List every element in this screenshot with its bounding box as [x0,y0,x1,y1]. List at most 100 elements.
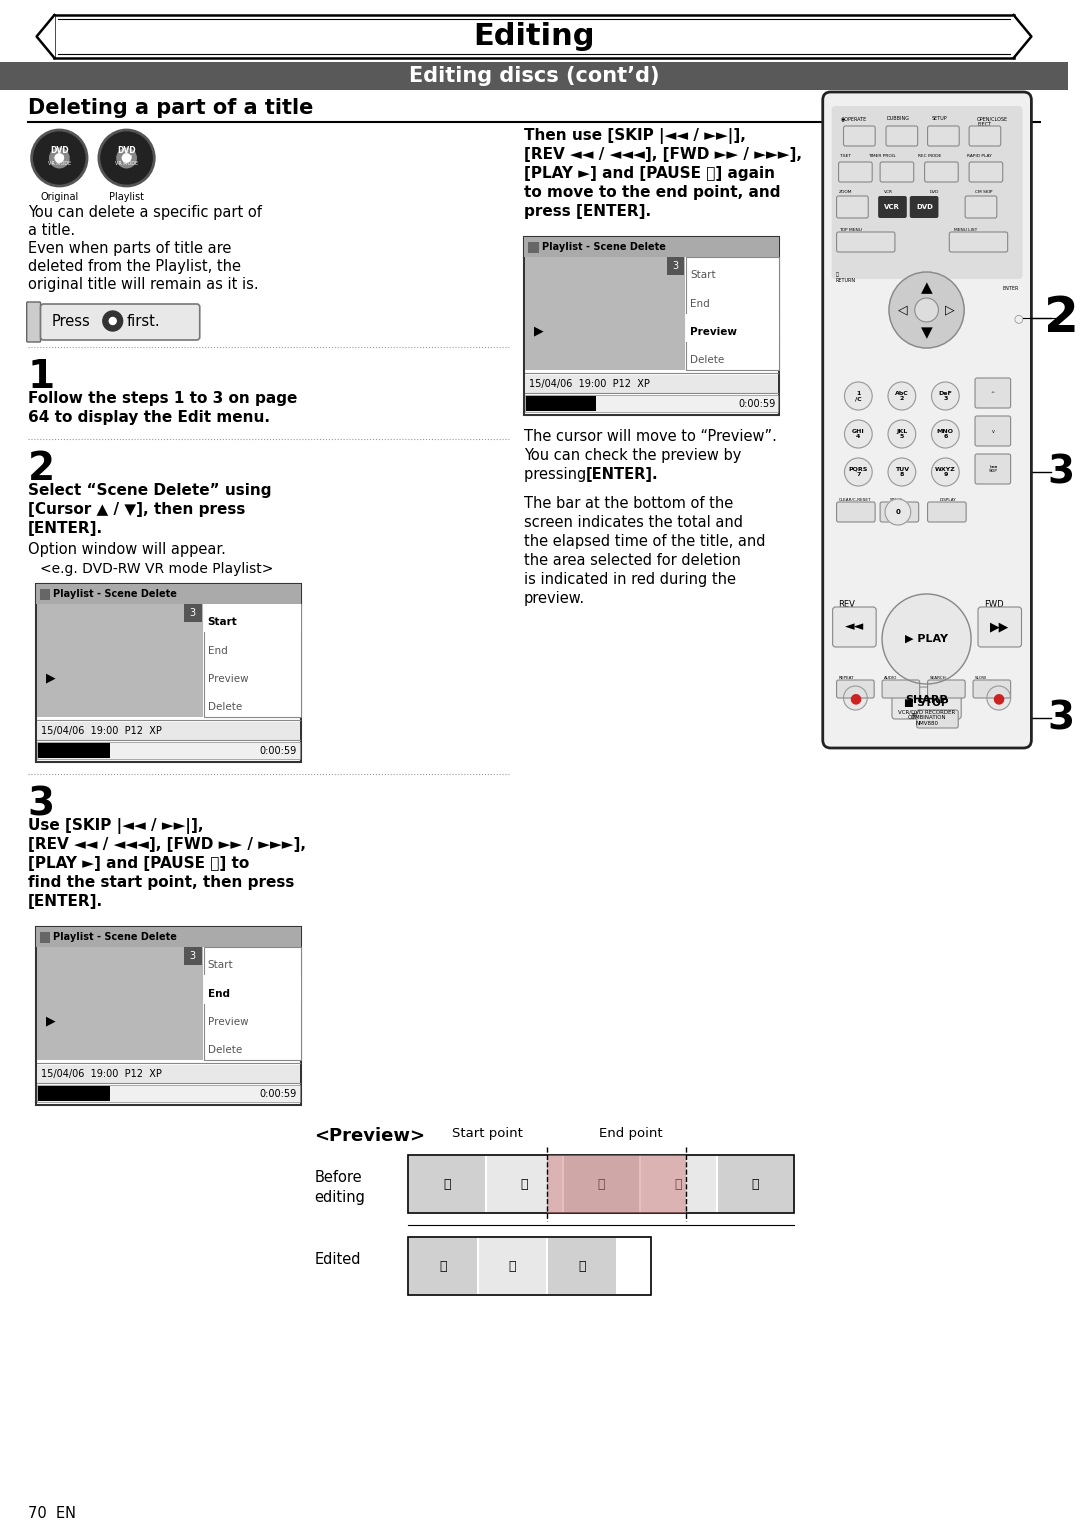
Text: Start point: Start point [453,1128,523,1140]
Text: 3: 3 [190,607,195,618]
Text: SPACE: SPACE [890,497,903,502]
Bar [37,722,299,740]
FancyBboxPatch shape [833,607,876,647]
Bar [38,1087,110,1100]
Text: Start: Start [690,270,716,281]
Bar [525,395,779,412]
Text: ▷: ▷ [945,304,955,316]
Text: 15/04/06  19:00  P12  XP: 15/04/06 19:00 P12 XP [41,1070,161,1079]
Text: Original: Original [40,192,79,201]
Text: 🌿: 🌿 [521,1178,528,1190]
Text: Preview: Preview [207,1016,248,1027]
Text: 0:00:59: 0:00:59 [259,1090,297,1099]
Text: You can check the preview by: You can check the preview by [524,449,742,462]
Bar [525,256,686,369]
Text: 0:00:59: 0:00:59 [259,746,297,755]
Text: Editing: Editing [473,21,595,50]
Text: VCR/DVD RECORDER
COMBINATION
NMV880: VCR/DVD RECORDER COMBINATION NMV880 [897,710,955,726]
Text: Follow the steps 1 to 3 on page: Follow the steps 1 to 3 on page [28,391,297,406]
Text: Deleting a part of a title: Deleting a part of a title [28,98,313,118]
Text: Even when parts of title are: Even when parts of title are [28,241,231,256]
Bar [686,313,780,342]
Text: DUBBING: DUBBING [886,116,909,121]
Text: screen indicates the total and: screen indicates the total and [524,514,743,530]
Text: 1
/C: 1 /C [855,391,862,401]
Text: End point: End point [599,1128,663,1140]
FancyBboxPatch shape [837,232,895,252]
Text: [ENTER].: [ENTER]. [585,467,658,482]
FancyBboxPatch shape [975,378,1011,407]
Circle shape [99,130,154,186]
FancyBboxPatch shape [878,195,907,218]
Text: Preview: Preview [690,327,738,337]
Text: 🐛: 🐛 [752,1178,759,1190]
Text: Option window will appear.: Option window will appear. [28,542,226,557]
Text: End: End [207,645,228,656]
Text: [Cursor ▲ / ▼], then press: [Cursor ▲ / ▼], then press [28,502,245,517]
Text: ◄◄: ◄◄ [845,621,864,633]
Text: DVD: DVD [118,145,136,154]
Text: 1: 1 [28,359,55,397]
Text: Playlist: Playlist [109,192,144,201]
Bar [409,1238,477,1294]
FancyBboxPatch shape [892,687,961,719]
Text: TIMER PROG.: TIMER PROG. [868,154,896,159]
Bar [37,1085,299,1102]
Bar [37,948,203,1061]
Text: DVD: DVD [50,145,69,154]
Circle shape [888,420,916,449]
Text: Editing discs (cont’d): Editing discs (cont’d) [408,66,659,85]
Text: 3: 3 [1048,699,1075,737]
Text: deleted from the Playlist, the: deleted from the Playlist, the [28,259,241,275]
FancyBboxPatch shape [838,162,873,182]
Polygon shape [1014,15,1031,58]
FancyBboxPatch shape [978,607,1022,647]
Text: 15/04/06  19:00  P12  XP: 15/04/06 19:00 P12 XP [529,378,650,389]
Text: 🌼: 🌼 [675,1178,683,1190]
Text: VR MODE: VR MODE [114,160,138,165]
Bar [408,1155,794,1213]
Bar [40,589,51,600]
Circle shape [843,687,867,710]
Text: Playlist - Scene Delete: Playlist - Scene Delete [53,589,177,600]
Text: The cursor will move to “Preview”.: The cursor will move to “Preview”. [524,429,777,444]
Text: SETUP: SETUP [932,116,947,121]
Text: [PLAY ►] and [PAUSE ⏸] to: [PLAY ►] and [PAUSE ⏸] to [28,856,248,871]
Text: ENTER: ENTER [1002,285,1018,291]
Text: [ENTER].: [ENTER]. [28,894,103,909]
Bar [666,256,685,275]
Bar [36,584,300,604]
Text: 2: 2 [28,450,55,488]
FancyBboxPatch shape [909,195,939,218]
Circle shape [122,154,131,162]
FancyBboxPatch shape [928,127,959,146]
Bar [409,1157,485,1212]
Text: SLOW: SLOW [975,676,987,681]
FancyBboxPatch shape [975,417,1011,446]
Text: 0:00:59: 0:00:59 [738,398,775,409]
Circle shape [915,298,939,322]
Bar [204,604,300,632]
Bar [0,63,1068,90]
Text: VCR: VCR [885,204,900,211]
Text: DVD: DVD [916,204,933,211]
Bar [204,604,300,717]
Text: -RW: -RW [120,154,133,160]
Text: <Preview>: <Preview> [314,1128,426,1144]
Circle shape [987,687,1011,710]
Text: DISPLAY: DISPLAY [940,497,956,502]
Bar [524,237,780,256]
Text: Before
editing: Before editing [314,1170,365,1206]
Text: ▲: ▲ [921,279,932,295]
Circle shape [845,382,873,410]
Text: VR MODE: VR MODE [48,160,71,165]
Circle shape [932,382,959,410]
Circle shape [845,420,873,449]
Text: WXYZ
9: WXYZ 9 [935,467,956,478]
Text: You can delete a specific part of: You can delete a specific part of [28,204,261,220]
Text: press [ENTER].: press [ENTER]. [524,204,651,220]
Text: |◄◄
SKIP: |◄◄ SKIP [988,465,997,473]
Bar [36,926,300,1105]
Text: DeF
3: DeF 3 [939,391,953,401]
Text: End: End [690,299,710,308]
